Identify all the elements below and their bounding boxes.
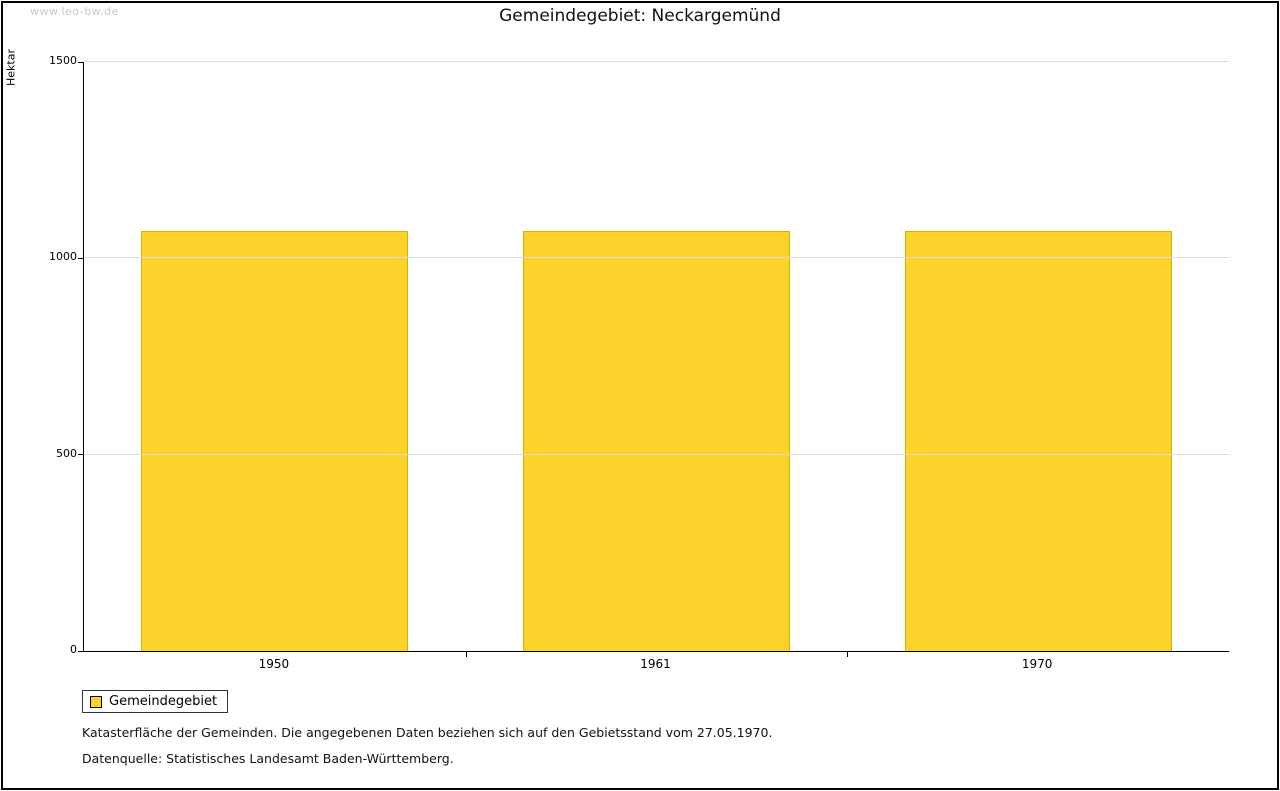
plot-area bbox=[78, 61, 1229, 657]
legend-swatch-icon bbox=[90, 695, 102, 708]
y-axis-label-0: 0 bbox=[70, 643, 77, 656]
bar-group-1950 bbox=[84, 62, 466, 651]
y-tick-1500 bbox=[78, 61, 84, 63]
bar-group-1961 bbox=[466, 62, 848, 651]
bar-1961 bbox=[522, 230, 791, 651]
gridline-1500 bbox=[84, 61, 1229, 62]
bars bbox=[84, 62, 1229, 651]
y-axis-label-1500: 1500 bbox=[49, 54, 77, 67]
watermark: www.leo-bw.de bbox=[30, 5, 119, 18]
chart-title: Gemeindegebiet: Neckargemünd bbox=[499, 6, 781, 26]
bar-1970 bbox=[904, 230, 1172, 651]
y-axis-labels: 0 500 1000 1500 bbox=[3, 55, 77, 656]
legend-box: Gemeindegebiet bbox=[82, 690, 229, 713]
gridline-500 bbox=[84, 453, 1229, 455]
footnote-line-2: Datenquelle: Statistisches Landesamt Bad… bbox=[82, 751, 454, 766]
x-tick-boundary-2 bbox=[847, 652, 849, 657]
x-tick-boundary-1 bbox=[465, 652, 467, 657]
bar-group-1970 bbox=[847, 62, 1229, 651]
x-axis-label-1970: 1970 bbox=[1021, 657, 1053, 671]
bar-1950 bbox=[141, 230, 409, 651]
y-tick-1000 bbox=[78, 257, 84, 259]
y-tick-0 bbox=[78, 650, 84, 652]
x-axis-labels: 1950 1961 1970 bbox=[83, 653, 1228, 671]
gridline-1000 bbox=[84, 257, 1229, 259]
y-tick-500 bbox=[78, 454, 84, 456]
footnote-line-1: Katasterfläche der Gemeinden. Die angege… bbox=[82, 725, 773, 740]
x-axis-label-1961: 1961 bbox=[640, 657, 671, 671]
y-axis-label-1000: 1000 bbox=[49, 250, 77, 264]
x-axis-label-1950: 1950 bbox=[258, 657, 290, 671]
y-axis-label-500: 500 bbox=[56, 446, 77, 460]
legend-label: Gemeindegebiet bbox=[109, 694, 218, 709]
